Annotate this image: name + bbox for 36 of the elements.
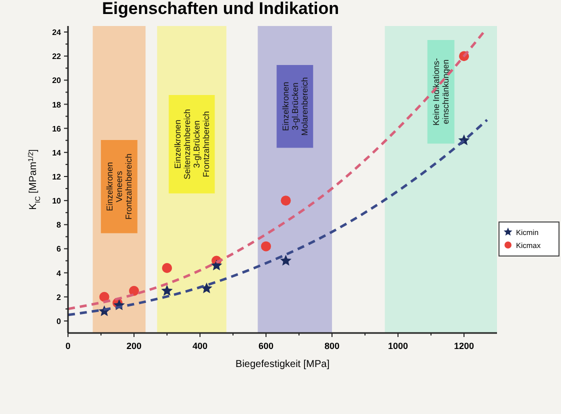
y-tick-label: 0: [56, 316, 62, 326]
point: [261, 241, 271, 252]
point: [129, 286, 139, 296]
point: [162, 262, 172, 273]
x-tick-label: 200: [126, 341, 142, 351]
annotation: Einzelkronen 3-gl.Brücken Molarenbereich: [280, 76, 310, 136]
y-tick-label: 16: [52, 124, 62, 134]
chart-title: Eigenschaften und Indikation: [102, 0, 340, 18]
y-tick-label: 4: [56, 268, 62, 278]
y-tick-label: 14: [52, 148, 62, 158]
y-tick-label: 2: [56, 292, 62, 302]
x-tick-label: 1200: [454, 341, 474, 351]
x-tick-label: 800: [324, 341, 340, 351]
y-tick-label: 6: [56, 244, 62, 254]
point: [99, 292, 110, 302]
y-tick-label: 22: [52, 52, 62, 62]
line-series: [66, 30, 486, 310]
point: [280, 254, 292, 266]
y-tick-label: 18: [52, 100, 62, 110]
y-tick-label: 8: [56, 220, 62, 230]
annotation: Einzelkronen Veneers Frontzahnbereich: [104, 153, 134, 220]
point: [280, 196, 291, 206]
x-tick-label: 1000: [388, 341, 408, 351]
x-tick-label: 0: [65, 341, 71, 351]
x-axis-title: Biegefestigkeit [MPa]: [236, 359, 330, 370]
y-tick-label: 24: [52, 28, 62, 38]
point: [161, 284, 173, 296]
y-tick-label: 10: [52, 196, 62, 206]
x-tick-label: 400: [192, 341, 208, 351]
annotation: Einzelkronen Seitenzahnbereich 3-gl.Brücken Frontzahnbereich: [172, 108, 211, 180]
y-tick-label: 20: [52, 76, 62, 86]
y-tick-label: 12: [52, 172, 62, 182]
x-tick-label: 600: [258, 341, 274, 351]
point: [210, 260, 222, 270]
annotation: Keine Indikations- einschränkungen: [431, 58, 451, 126]
point: [200, 282, 212, 294]
